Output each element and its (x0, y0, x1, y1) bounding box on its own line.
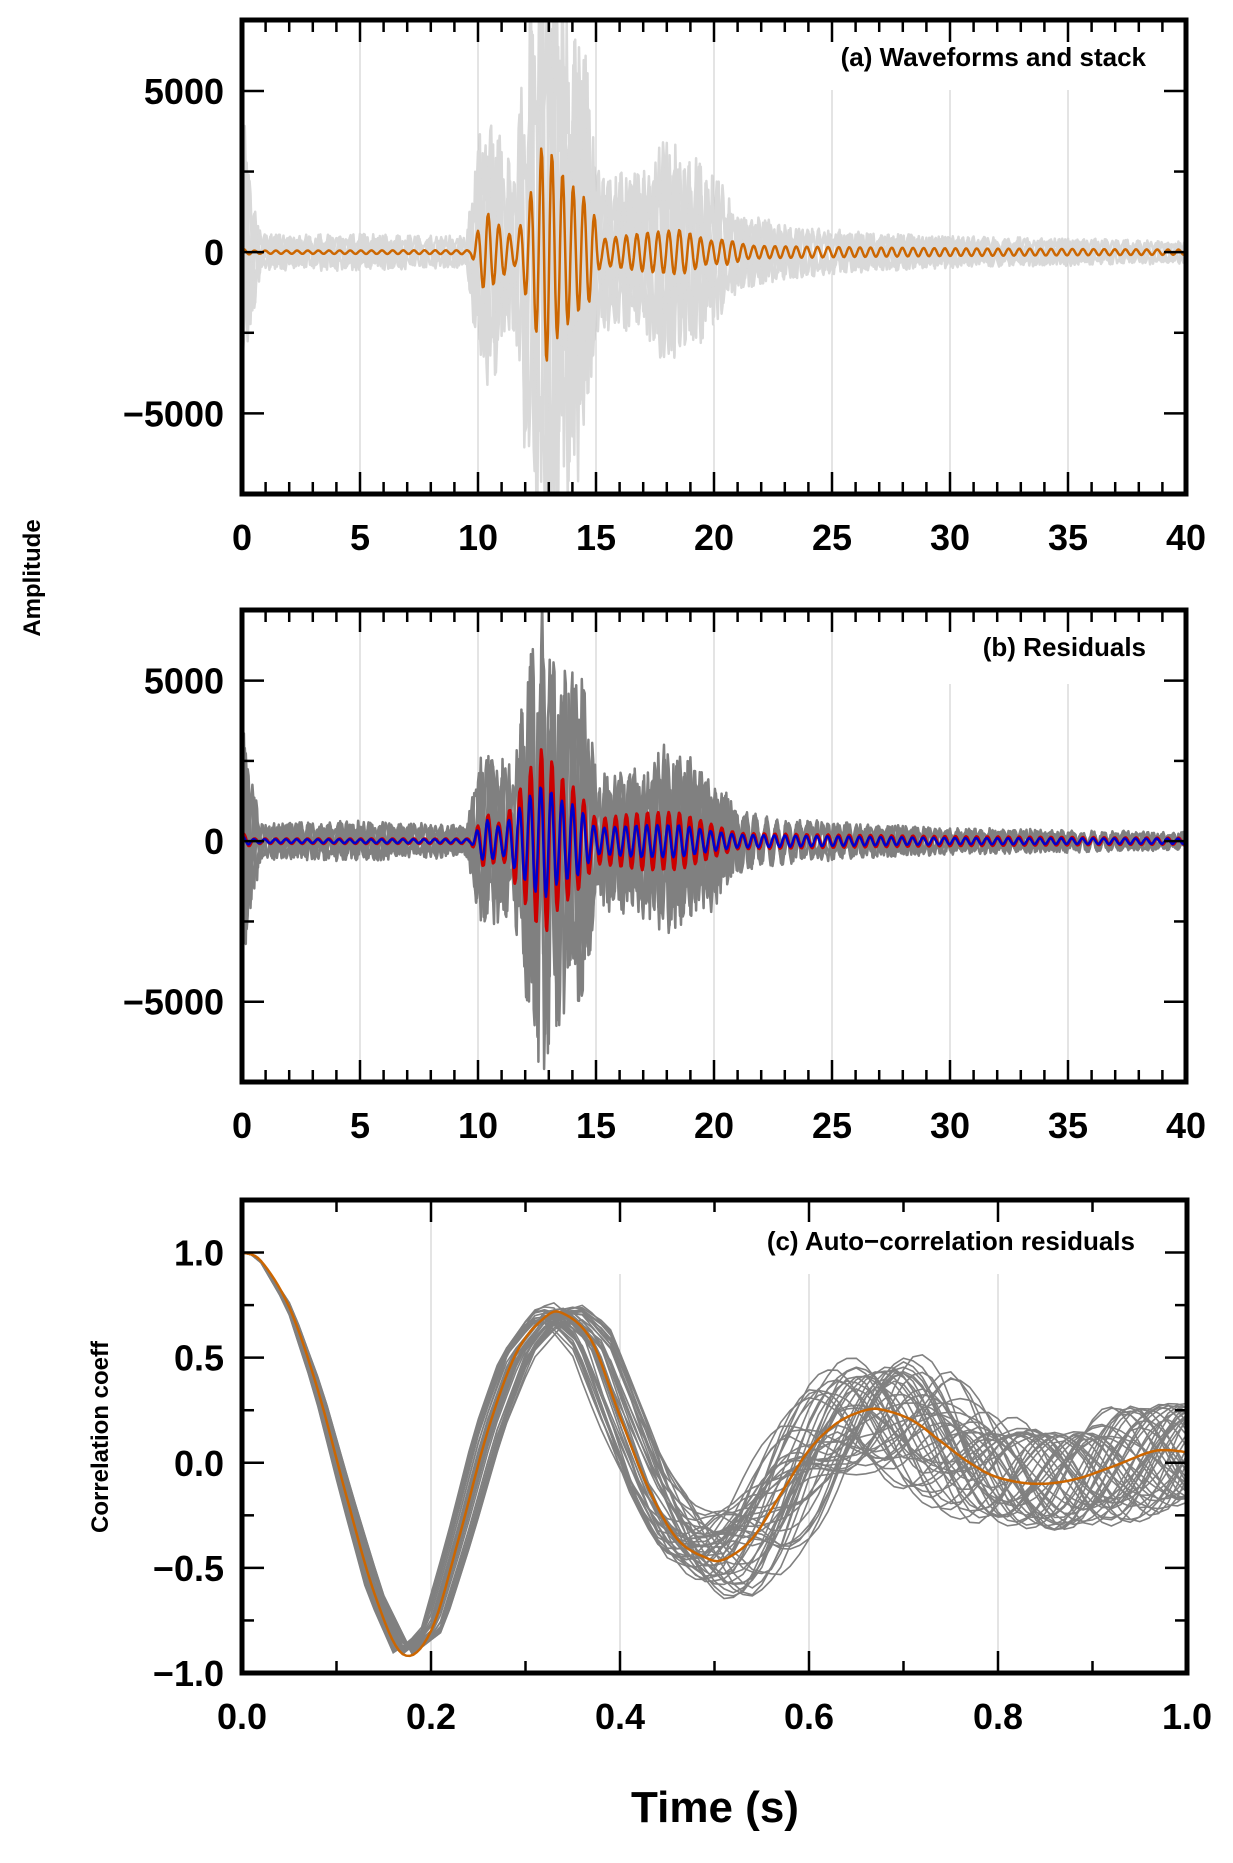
autocorr-trace-line (242, 1251, 1187, 1655)
panel-c-title: (c) Auto−correlation residuals (767, 1226, 1135, 1256)
panel-a-waveforms: 0 5 10 15 20 25 30 35 40 −5000 0 5000 (a) Waveforms… (123, 17, 1206, 558)
x-tick-label: 5 (350, 517, 370, 558)
autocorr-trace-line (242, 1251, 1187, 1654)
autocorr-trace-line (242, 1251, 1187, 1650)
shared-ylabel-amplitude: Amplitude (19, 519, 46, 636)
panel-a-series (242, 20, 1186, 494)
panel-a-title: (a) Waveforms and stack (841, 42, 1147, 72)
y-tick-label: −5000 (123, 982, 224, 1023)
x-tick-label: 15 (576, 517, 616, 558)
x-tick-label: 10 (458, 1105, 498, 1146)
figure-xlabel-time: Time (s) (631, 1783, 799, 1832)
x-tick-label: 1.0 (1162, 1696, 1212, 1737)
x-tick-label: 25 (812, 517, 852, 558)
x-tick-label: 30 (930, 1105, 970, 1146)
x-tick-label: 0.4 (595, 1696, 645, 1737)
x-tick-label: 20 (694, 1105, 734, 1146)
x-tick-label: 40 (1166, 517, 1206, 558)
autocorr-trace-line (242, 1251, 1187, 1650)
y-tick-label: −5000 (123, 393, 224, 434)
panel-a-ticks: 0 5 10 15 20 25 30 35 40 −5000 0 5000 (123, 20, 1206, 558)
series-mean-auto-correlation (242, 1251, 1187, 1658)
x-tick-label: 10 (458, 517, 498, 558)
autocorr-trace-line (242, 1251, 1187, 1650)
y-tick-label: 5000 (144, 661, 224, 702)
y-tick-label: −0.5 (153, 1548, 224, 1589)
x-tick-label: 25 (812, 1105, 852, 1146)
y-tick-label: −1.0 (153, 1653, 224, 1694)
mean-autocorr-line (242, 1251, 1187, 1658)
x-tick-label: 0 (232, 1105, 252, 1146)
y-tick-label: 0 (204, 821, 224, 862)
x-tick-label: 40 (1166, 1105, 1206, 1146)
y-tick-label: 1.0 (174, 1233, 224, 1274)
x-tick-label: 0 (232, 517, 252, 558)
y-tick-label: 0 (204, 232, 224, 273)
series-individual-auto-correlations (242, 1251, 1187, 1656)
panel-b-title: (b) Residuals (983, 632, 1146, 662)
trace-line (242, 147, 1186, 362)
y-tick-label: 0.0 (174, 1443, 224, 1484)
x-tick-label: 0.6 (784, 1696, 834, 1737)
y-tick-label: 0.5 (174, 1338, 224, 1379)
y-tick-label: 5000 (144, 71, 224, 112)
x-tick-label: 0.8 (973, 1696, 1023, 1737)
series-stack (242, 147, 1186, 362)
x-tick-label: 30 (930, 517, 970, 558)
trace-line (242, 786, 1186, 899)
panel-c-series (242, 1251, 1187, 1658)
x-tick-label: 20 (694, 517, 734, 558)
x-tick-label: 15 (576, 1105, 616, 1146)
panel-b-series (242, 610, 1186, 1071)
panel-c-ylabel: Correlation coeff (87, 1340, 114, 1533)
x-tick-label: 5 (350, 1105, 370, 1146)
x-tick-label: 35 (1048, 1105, 1088, 1146)
x-tick-label: 0.2 (406, 1696, 456, 1737)
panel-b-ticks: 0 5 10 15 20 25 30 35 40 −5000 0 5000 (123, 610, 1206, 1146)
panel-c-autocorrelation: 0.0 0.2 0.4 0.6 0.8 1.0 −1.0 −0.5 0.0 0.5 1.0 (c) … (87, 1197, 1212, 1737)
x-tick-label: 0.0 (217, 1696, 267, 1737)
series-residual-stack-blue- (242, 786, 1186, 899)
panel-b-residuals: 0 5 10 15 20 25 30 35 40 −5000 0 5000 (b) Residuals (123, 607, 1206, 1146)
x-tick-label: 35 (1048, 517, 1088, 558)
autocorr-trace-line (242, 1251, 1187, 1650)
panel-c-ticks: 0.0 0.2 0.4 0.6 0.8 1.0 −1.0 −0.5 0.0 0.5 1.0 (153, 1200, 1212, 1737)
